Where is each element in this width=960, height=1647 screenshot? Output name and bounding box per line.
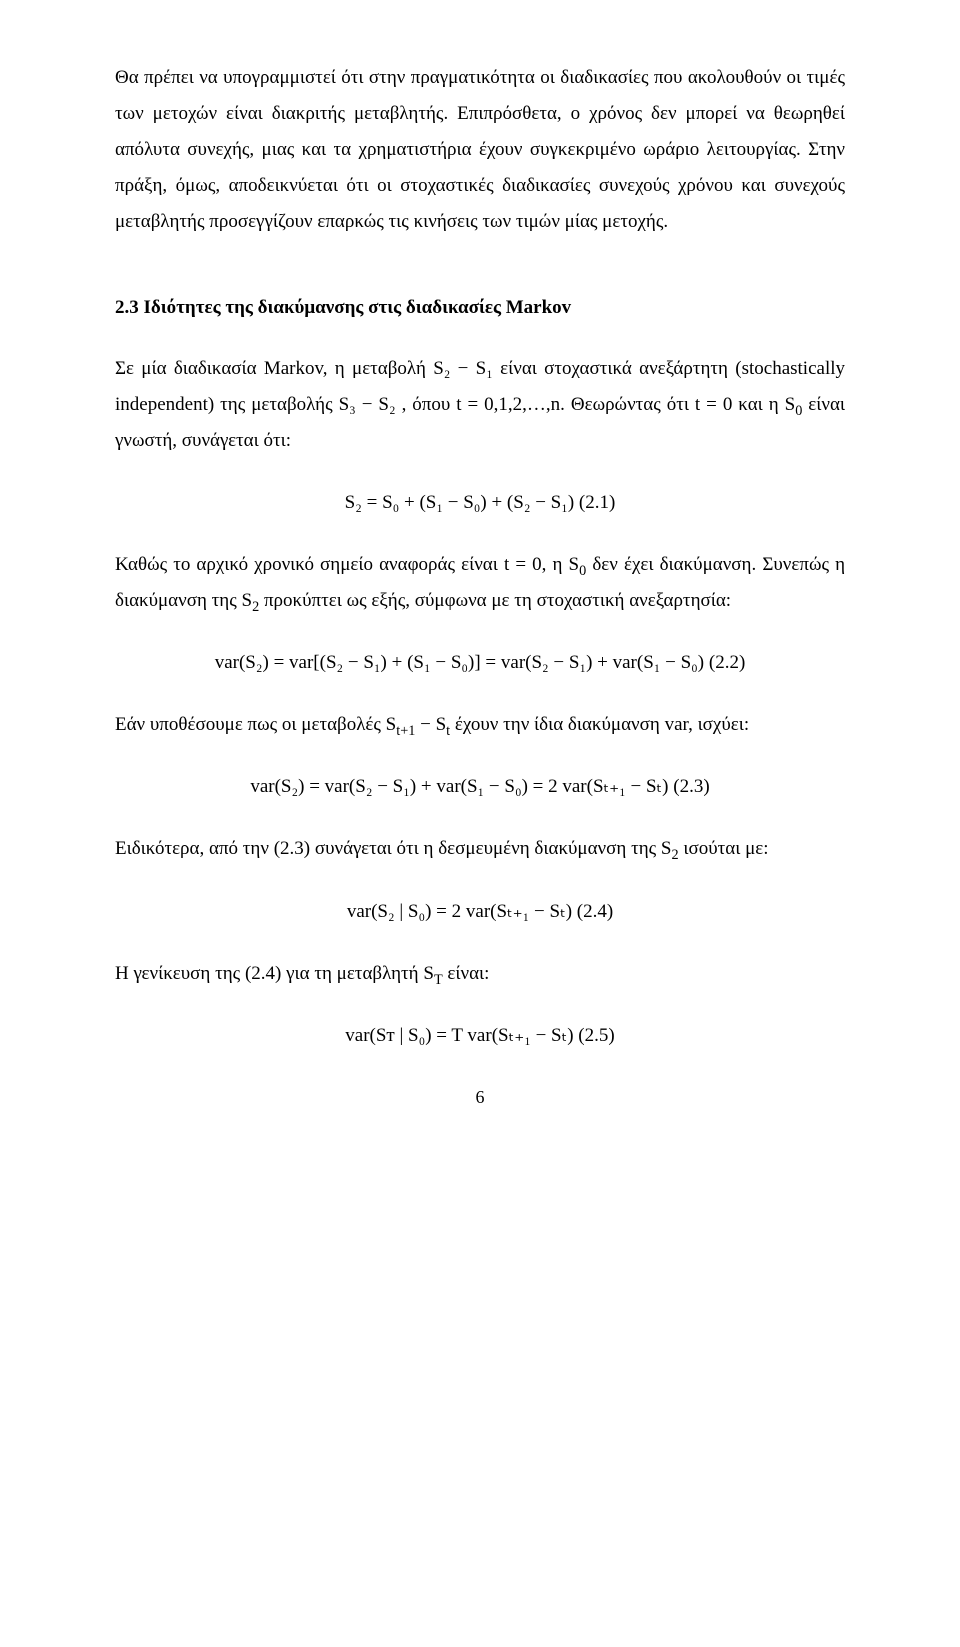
text: ισούται με:: [683, 838, 768, 859]
text: , όπου t = 0,1,2,…,n. Θεωρώντας ότι t = …: [402, 394, 796, 415]
page-number: 6: [115, 1080, 845, 1114]
subscript: 2: [672, 847, 679, 863]
paragraph-intro: Θα πρέπει να υπογραμμιστεί ότι στην πραγ…: [115, 60, 845, 240]
equation-2-5: var(Sᴛ | S₀) = T var(Sₜ₊₁ − Sₜ) (2.5): [115, 1018, 845, 1054]
paragraph-3: Καθώς το αρχικό χρονικό σημείο αναφοράς …: [115, 547, 845, 619]
text: Καθώς το αρχικό χρονικό σημείο αναφοράς …: [115, 554, 579, 575]
subscript: 0: [579, 563, 586, 579]
equation-2-2: var(S₂) = var[(S₂ − S₁) + (S₁ − S₀)] = v…: [115, 645, 845, 681]
equation-2-4: var(S₂ | S₀) = 2 var(Sₜ₊₁ − Sₜ) (2.4): [115, 894, 845, 930]
paragraph-6: Η γενίκευση της (2.4) για τη μεταβλητή S…: [115, 956, 845, 992]
text: Η γενίκευση της (2.4) για τη μεταβλητή S: [115, 963, 434, 984]
equation-2-3: var(S₂) = var(S₂ − S₁) + var(S₁ − S₀) = …: [115, 769, 845, 805]
paragraph-5: Ειδικότερα, από την (2.3) συνάγεται ότι …: [115, 831, 845, 867]
subscript: t+1: [396, 723, 415, 739]
paragraph-2: Σε μία διαδικασία Markov, η μεταβολή S₂ …: [115, 351, 845, 459]
subscript: t: [446, 723, 450, 739]
expr-s3-s2: S₃ − S₂: [339, 394, 396, 415]
text: έχουν την ίδια διακύμανση var, ισχύει:: [455, 714, 749, 735]
section-heading: 2.3 Ιδιότητες της διακύμανσης στις διαδι…: [115, 290, 845, 326]
text: Εάν υποθέσουμε πως οι μεταβολές S: [115, 714, 396, 735]
text: Σε μία διαδικασία Markov, η μεταβολή: [115, 358, 433, 379]
equation-2-1: S₂ = S₀ + (S₁ − S₀) + (S₂ − S₁) (2.1): [115, 485, 845, 521]
text: Ειδικότερα, από την (2.3) συνάγεται ότι …: [115, 838, 672, 859]
subscript: T: [434, 971, 443, 987]
text: − S: [420, 714, 446, 735]
subscript: 0: [795, 402, 802, 418]
page: Θα πρέπει να υπογραμμιστεί ότι στην πραγ…: [0, 0, 960, 1647]
text: είναι:: [447, 963, 489, 984]
text: προκύπτει ως εξής, σύμφωνα με τη στοχαστ…: [264, 590, 731, 611]
expr-s2-s1: S₂ − S₁: [433, 358, 493, 379]
paragraph-4: Εάν υποθέσουμε πως οι μεταβολές St+1 − S…: [115, 707, 845, 743]
subscript: 2: [252, 599, 259, 615]
